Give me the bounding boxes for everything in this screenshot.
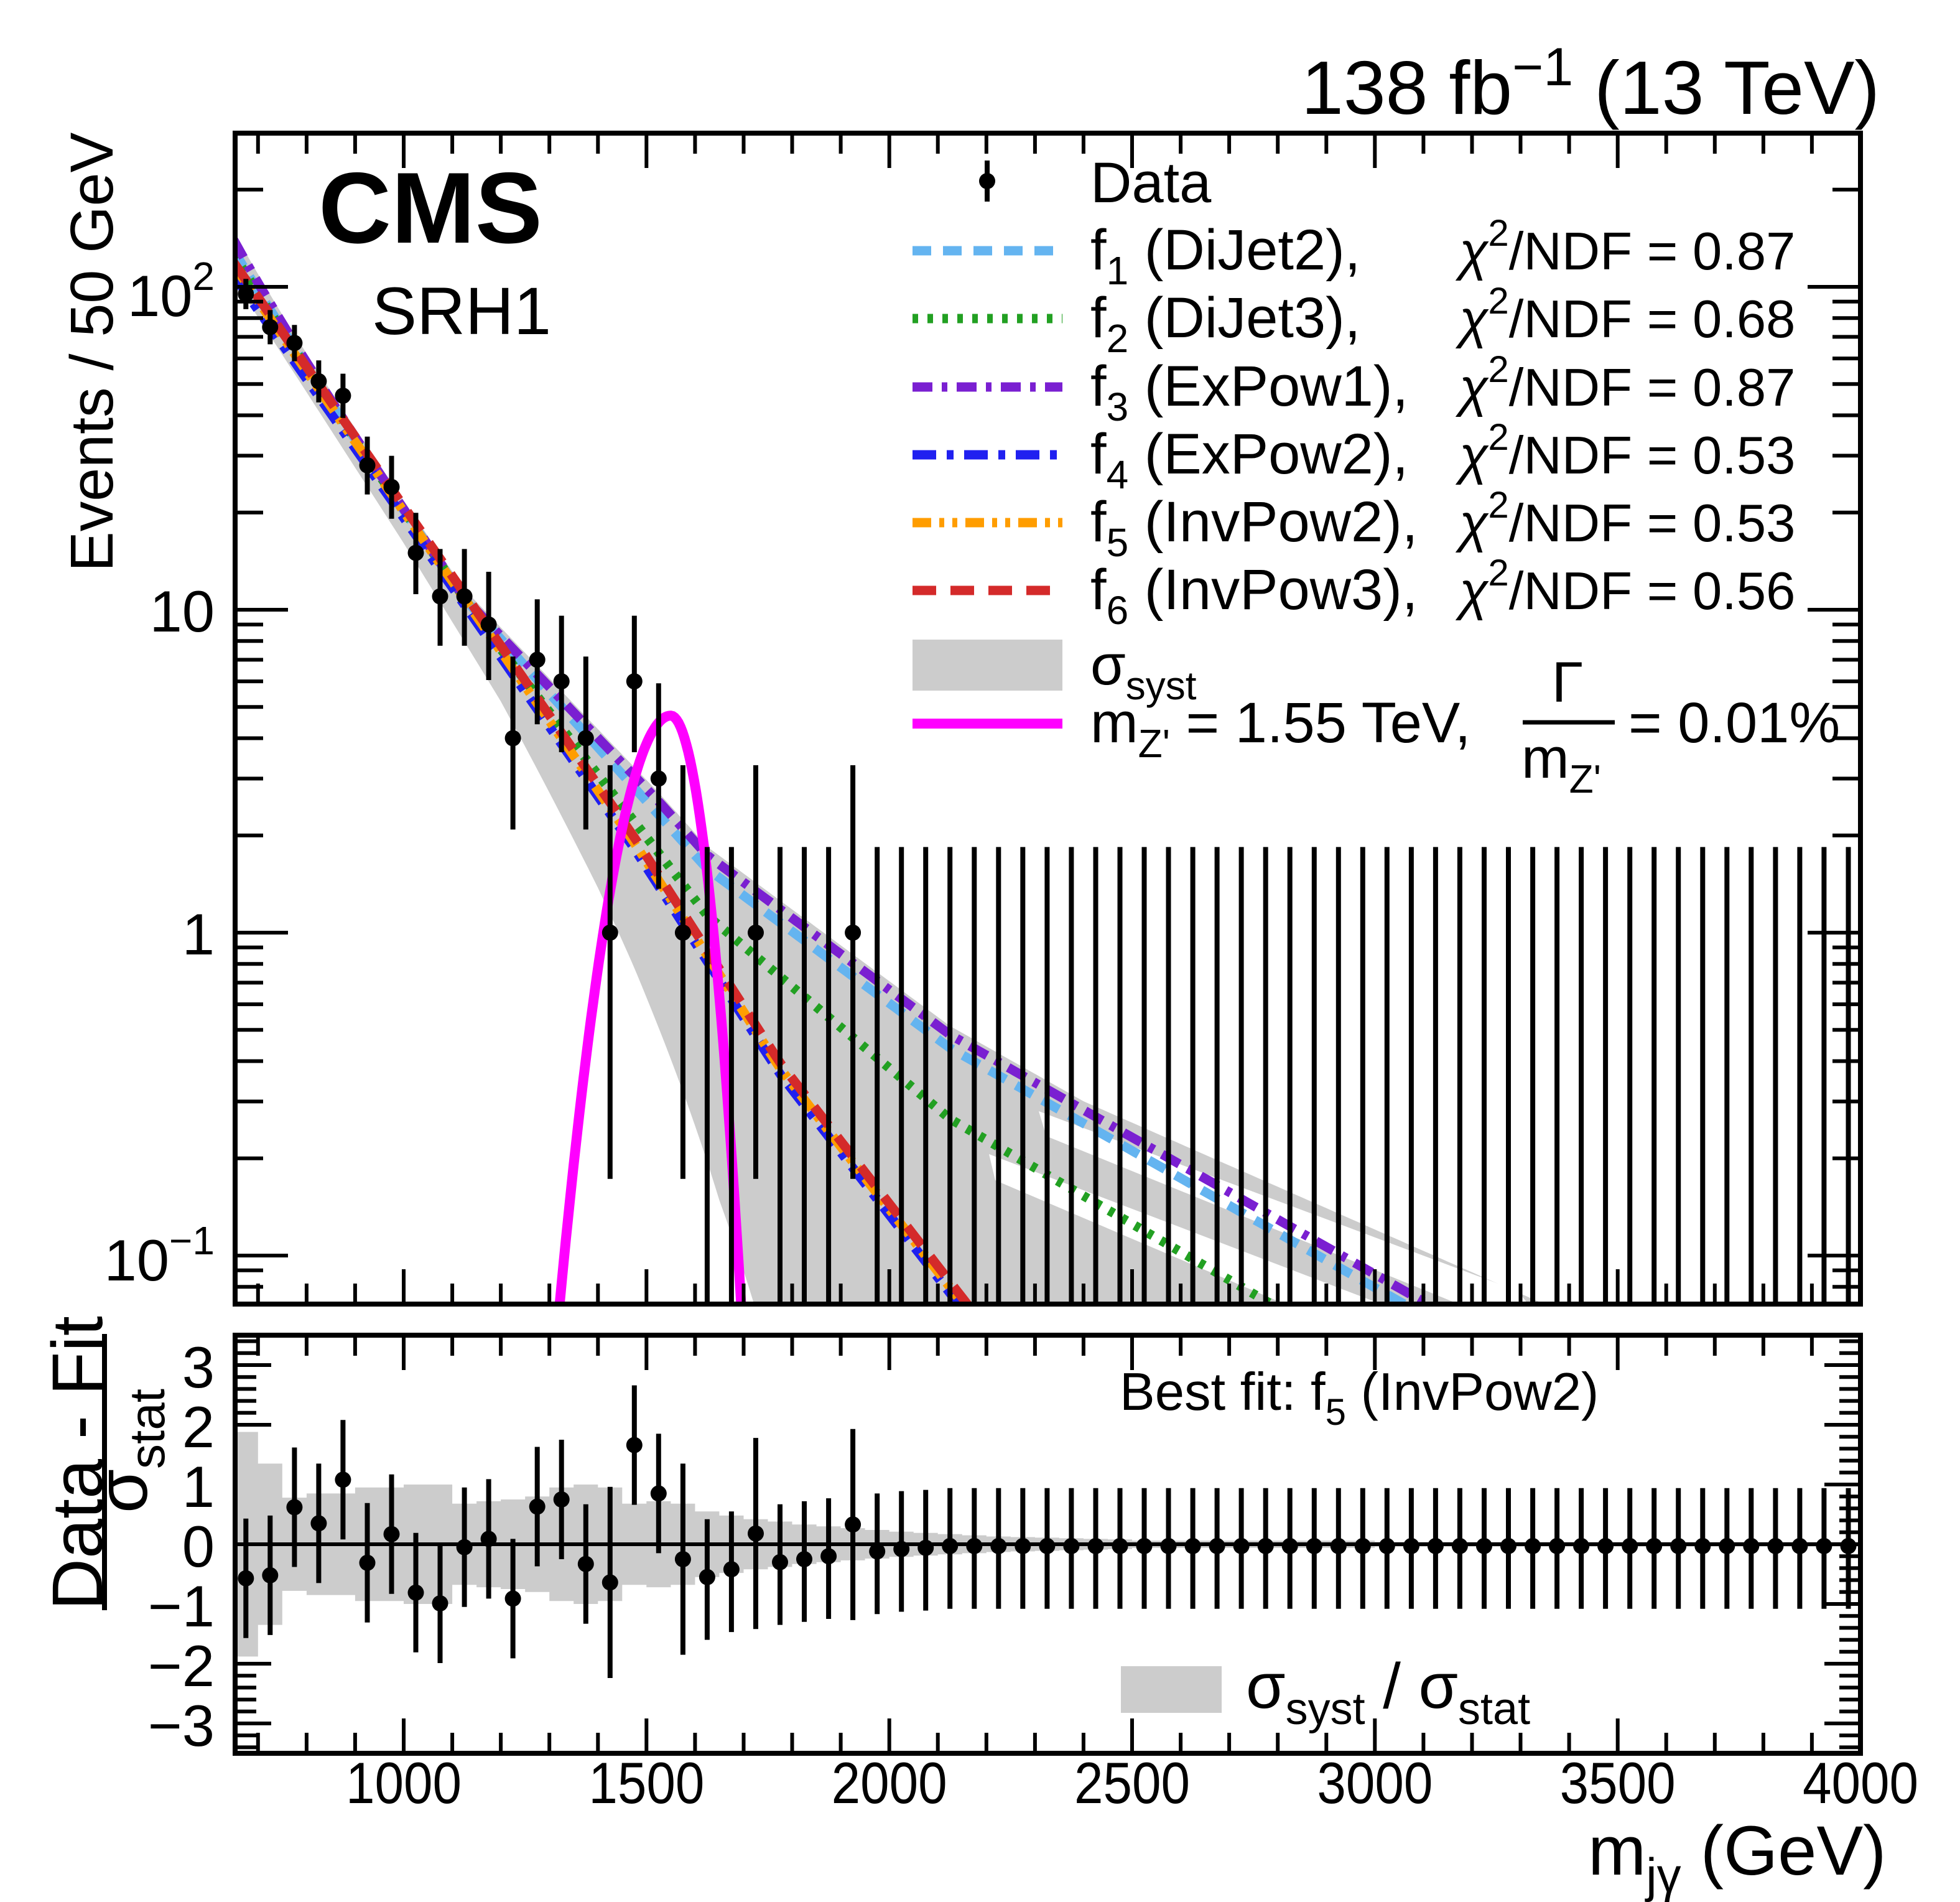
svg-text:= 0.01%: = 0.01% (1628, 691, 1840, 755)
svg-text:χ2/NDF = 0.87: χ2/NDF = 0.87 (1455, 212, 1795, 281)
svg-text:138 fb−1 (13 TeV): 138 fb−1 (13 TeV) (1301, 37, 1880, 130)
svg-text:mjγ (GeV): mjγ (GeV) (1588, 1812, 1886, 1902)
svg-text:f2 (DiJet3),: f2 (DiJet3), (1090, 286, 1360, 361)
svg-text:1500: 1500 (588, 1750, 704, 1816)
svg-text:2: 2 (182, 1394, 215, 1460)
svg-text:f3 (ExPow1),: f3 (ExPow1), (1090, 355, 1408, 429)
svg-text:f6 (InvPow3),: f6 (InvPow3), (1090, 558, 1418, 633)
svg-text:2000: 2000 (832, 1750, 947, 1816)
svg-text:χ2/NDF = 0.87: χ2/NDF = 0.87 (1455, 348, 1795, 417)
svg-text:10: 10 (149, 579, 215, 644)
svg-text:1: 1 (182, 902, 215, 967)
svg-text:0: 0 (182, 1514, 215, 1579)
svg-text:f1 (DiJet2),: f1 (DiJet2), (1090, 218, 1360, 293)
svg-text:1000: 1000 (346, 1750, 462, 1816)
svg-text:−3: −3 (148, 1693, 215, 1758)
svg-text:χ2/NDF = 0.68: χ2/NDF = 0.68 (1455, 280, 1795, 349)
svg-text:2500: 2500 (1074, 1750, 1190, 1816)
svg-text:Γ: Γ (1552, 651, 1584, 714)
svg-text:f5 (InvPow2),: f5 (InvPow2), (1090, 490, 1418, 565)
svg-text:χ2/NDF = 0.53: χ2/NDF = 0.53 (1455, 416, 1795, 485)
svg-text:Data: Data (1090, 151, 1212, 215)
svg-text:−2: −2 (148, 1633, 215, 1699)
svg-text:4000: 4000 (1803, 1750, 1918, 1816)
svg-text:3500: 3500 (1560, 1750, 1676, 1816)
svg-text:SRH1: SRH1 (372, 273, 551, 348)
svg-text:mZ': mZ' (1521, 727, 1601, 801)
svg-text:3: 3 (182, 1335, 215, 1400)
svg-text:CMS: CMS (318, 152, 542, 264)
svg-text:3000: 3000 (1317, 1750, 1433, 1816)
svg-text:f4 (ExPow2),: f4 (ExPow2), (1090, 422, 1408, 497)
svg-text:1: 1 (182, 1454, 215, 1519)
svg-text:χ2/NDF = 0.53: χ2/NDF = 0.53 (1455, 484, 1795, 553)
svg-text:χ2/NDF = 0.56: χ2/NDF = 0.56 (1455, 552, 1795, 621)
svg-text:−1: −1 (148, 1573, 215, 1639)
svg-text:Best fit: f5 (InvPow2): Best fit: f5 (InvPow2) (1120, 1363, 1599, 1433)
svg-text:Events / 50 GeV: Events / 50 GeV (58, 132, 126, 572)
